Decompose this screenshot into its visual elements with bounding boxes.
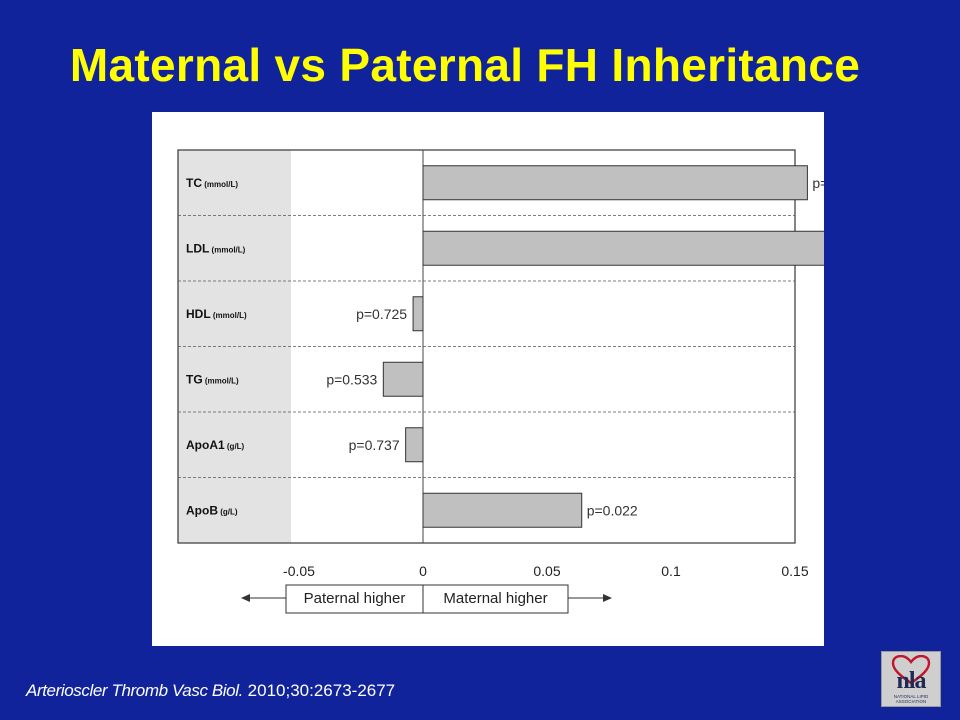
paternal-higher-label: Paternal higher xyxy=(304,590,406,607)
category-label: TG (mmol/L) xyxy=(186,372,239,386)
category-label: ApoB (g/L) xyxy=(186,503,238,517)
right-arrow-head xyxy=(603,594,612,602)
category-label: ApoA1 (g/L) xyxy=(186,438,245,452)
nla-logo: nla NATIONAL LIPID ASSOCIATION xyxy=(881,651,941,707)
p-value-label: p=0.037 xyxy=(812,175,824,191)
category-name: HDL xyxy=(186,307,211,321)
category-label: HDL (mmol/L) xyxy=(186,307,247,321)
bar xyxy=(382,361,424,397)
x-tick-label: 0.05 xyxy=(533,563,560,579)
category-name: TC xyxy=(186,176,202,190)
category-label: LDL (mmol/L) xyxy=(186,241,246,255)
heart-icon xyxy=(891,655,931,685)
x-tick-label: 0 xyxy=(419,563,427,579)
p-value-label: p=0.725 xyxy=(356,306,407,322)
logo-caption: NATIONAL LIPID ASSOCIATION xyxy=(893,694,929,704)
category-unit: (mmol/L) xyxy=(211,311,247,320)
x-tick-label: 0.15 xyxy=(781,563,808,579)
category-name: ApoA1 xyxy=(186,438,225,452)
bar xyxy=(412,296,424,332)
logo-mark: nla xyxy=(896,668,926,694)
chart-panel: TC (mmol/L)p=0.037LDL (mmol/L)p=0.012HDL… xyxy=(152,112,824,646)
category-unit: (mmol/L) xyxy=(202,180,238,189)
maternal-higher-label: Maternal higher xyxy=(443,590,547,607)
bar-chart: TC (mmol/L)p=0.037LDL (mmol/L)p=0.012HDL… xyxy=(177,149,824,614)
slide-title: Maternal vs Paternal FH Inheritance xyxy=(69,39,861,91)
category-name: ApoB xyxy=(186,503,218,517)
citation: Arterioscler Thromb Vasc Biol. 2010;30:2… xyxy=(26,681,395,701)
p-value-label: p=0.737 xyxy=(349,437,400,453)
p-value-label: p=0.533 xyxy=(326,371,377,387)
category-unit: (mmol/L) xyxy=(203,376,239,385)
bar xyxy=(422,492,583,528)
category-unit: (g/L) xyxy=(225,442,245,451)
category-name: TG xyxy=(186,372,203,386)
x-tick-label: -0.05 xyxy=(283,563,315,579)
bar xyxy=(422,165,808,201)
category-label: TC (mmol/L) xyxy=(186,176,238,190)
p-value-label: p=0.022 xyxy=(587,502,638,518)
bar xyxy=(405,427,424,463)
x-tick-label: 0.1 xyxy=(661,563,681,579)
bar xyxy=(422,230,824,266)
category-unit: (g/L) xyxy=(218,507,238,516)
category-name: LDL xyxy=(186,241,209,255)
direction-box xyxy=(285,584,569,614)
citation-details: 2010;30:2673-2677 xyxy=(242,681,396,700)
category-unit: (mmol/L) xyxy=(209,245,245,254)
left-arrow-head xyxy=(241,594,250,602)
citation-journal: Arterioscler Thromb Vasc Biol. xyxy=(26,681,243,700)
